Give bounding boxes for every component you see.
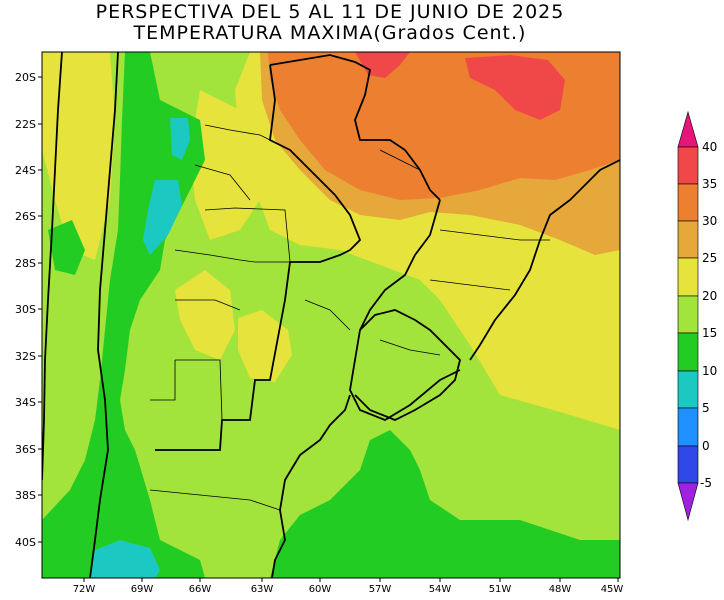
legend-tick: -5 <box>700 476 712 490</box>
field-5-10-mid <box>143 180 182 255</box>
legend-tick: 40 <box>702 140 717 154</box>
lon-label: 48W <box>549 584 572 595</box>
legend-swatch-0-5 <box>677 407 699 447</box>
lon-label: 63W <box>251 584 274 595</box>
legend-arrow-bottom <box>677 482 699 522</box>
legend-swatch-30-35 <box>677 183 699 222</box>
lat-label: 20S <box>15 71 36 84</box>
longitude-axis: 72W 69W 66W 63W 60W 57W 54W 51W 48W 45W <box>73 578 624 595</box>
lon-label: 72W <box>73 584 96 595</box>
legend-tick: 10 <box>702 364 717 378</box>
lon-label: 45W <box>601 584 624 595</box>
lat-label: 22S <box>15 118 36 131</box>
field-20-25-north-center <box>190 90 260 240</box>
legend-tick: 5 <box>702 401 710 415</box>
lon-label: 57W <box>369 584 392 595</box>
field-35-40-north <box>355 52 410 78</box>
legend-swatch-5-10 <box>677 370 699 409</box>
field-20-25-west <box>42 52 115 260</box>
country-borders <box>42 52 620 578</box>
legend-tick: 20 <box>702 289 717 303</box>
legend-tick: 25 <box>702 251 717 265</box>
lon-label: 69W <box>131 584 154 595</box>
province-borders <box>149 124 550 511</box>
lon-label: 51W <box>489 584 512 595</box>
legend-tick: 0 <box>702 439 710 453</box>
field-35-40-northeast <box>465 55 565 120</box>
field-20-25-pampa <box>238 310 292 382</box>
lat-label: 38S <box>15 489 36 502</box>
legend-tick: 15 <box>702 326 717 340</box>
temperature-fields <box>42 52 620 578</box>
lat-label: 24S <box>15 164 36 177</box>
lat-label: 40S <box>15 536 36 549</box>
field-5-10-south <box>90 540 160 578</box>
lon-label: 66W <box>189 584 212 595</box>
lon-label: 54W <box>429 584 452 595</box>
lat-label: 36S <box>15 443 36 456</box>
lon-label: 60W <box>309 584 332 595</box>
lat-label: 26S <box>15 210 36 223</box>
legend-arrow-top <box>677 110 699 148</box>
map-frame <box>41 51 621 579</box>
field-10-15-patagonia <box>270 430 620 578</box>
map-title-line-2: TEMPERATURA MAXIMA(Grados Cent.) <box>133 22 527 44</box>
legend-swatch-35-40 <box>677 146 699 185</box>
map-title-line-1: PERSPECTIVA DEL 5 AL 11 DE JUNIO DE 2025 <box>95 1 565 23</box>
legend-tick: 30 <box>702 214 717 228</box>
field-20-25-cordoba <box>175 270 235 360</box>
legend-swatch-10-15 <box>677 332 699 372</box>
legend-swatch-25-30 <box>677 220 699 259</box>
lat-label: 30S <box>15 303 36 316</box>
legend-swatch-15-20 <box>677 295 699 334</box>
color-legend: 40 35 30 25 20 15 10 5 0 -5 <box>677 110 717 522</box>
field-10-15-chile <box>48 220 85 275</box>
lat-label: 32S <box>15 350 36 363</box>
lat-label: 34S <box>15 396 36 409</box>
legend-swatch-minus5-0 <box>677 445 699 484</box>
field-5-10-north <box>170 118 190 160</box>
legend-swatch-20-25 <box>677 257 699 297</box>
latitude-axis: 20S 22S 24S 26S 28S 30S 32S 34S 36S 38S … <box>15 71 42 549</box>
lat-label: 28S <box>15 257 36 270</box>
legend-tick: 35 <box>702 177 717 191</box>
